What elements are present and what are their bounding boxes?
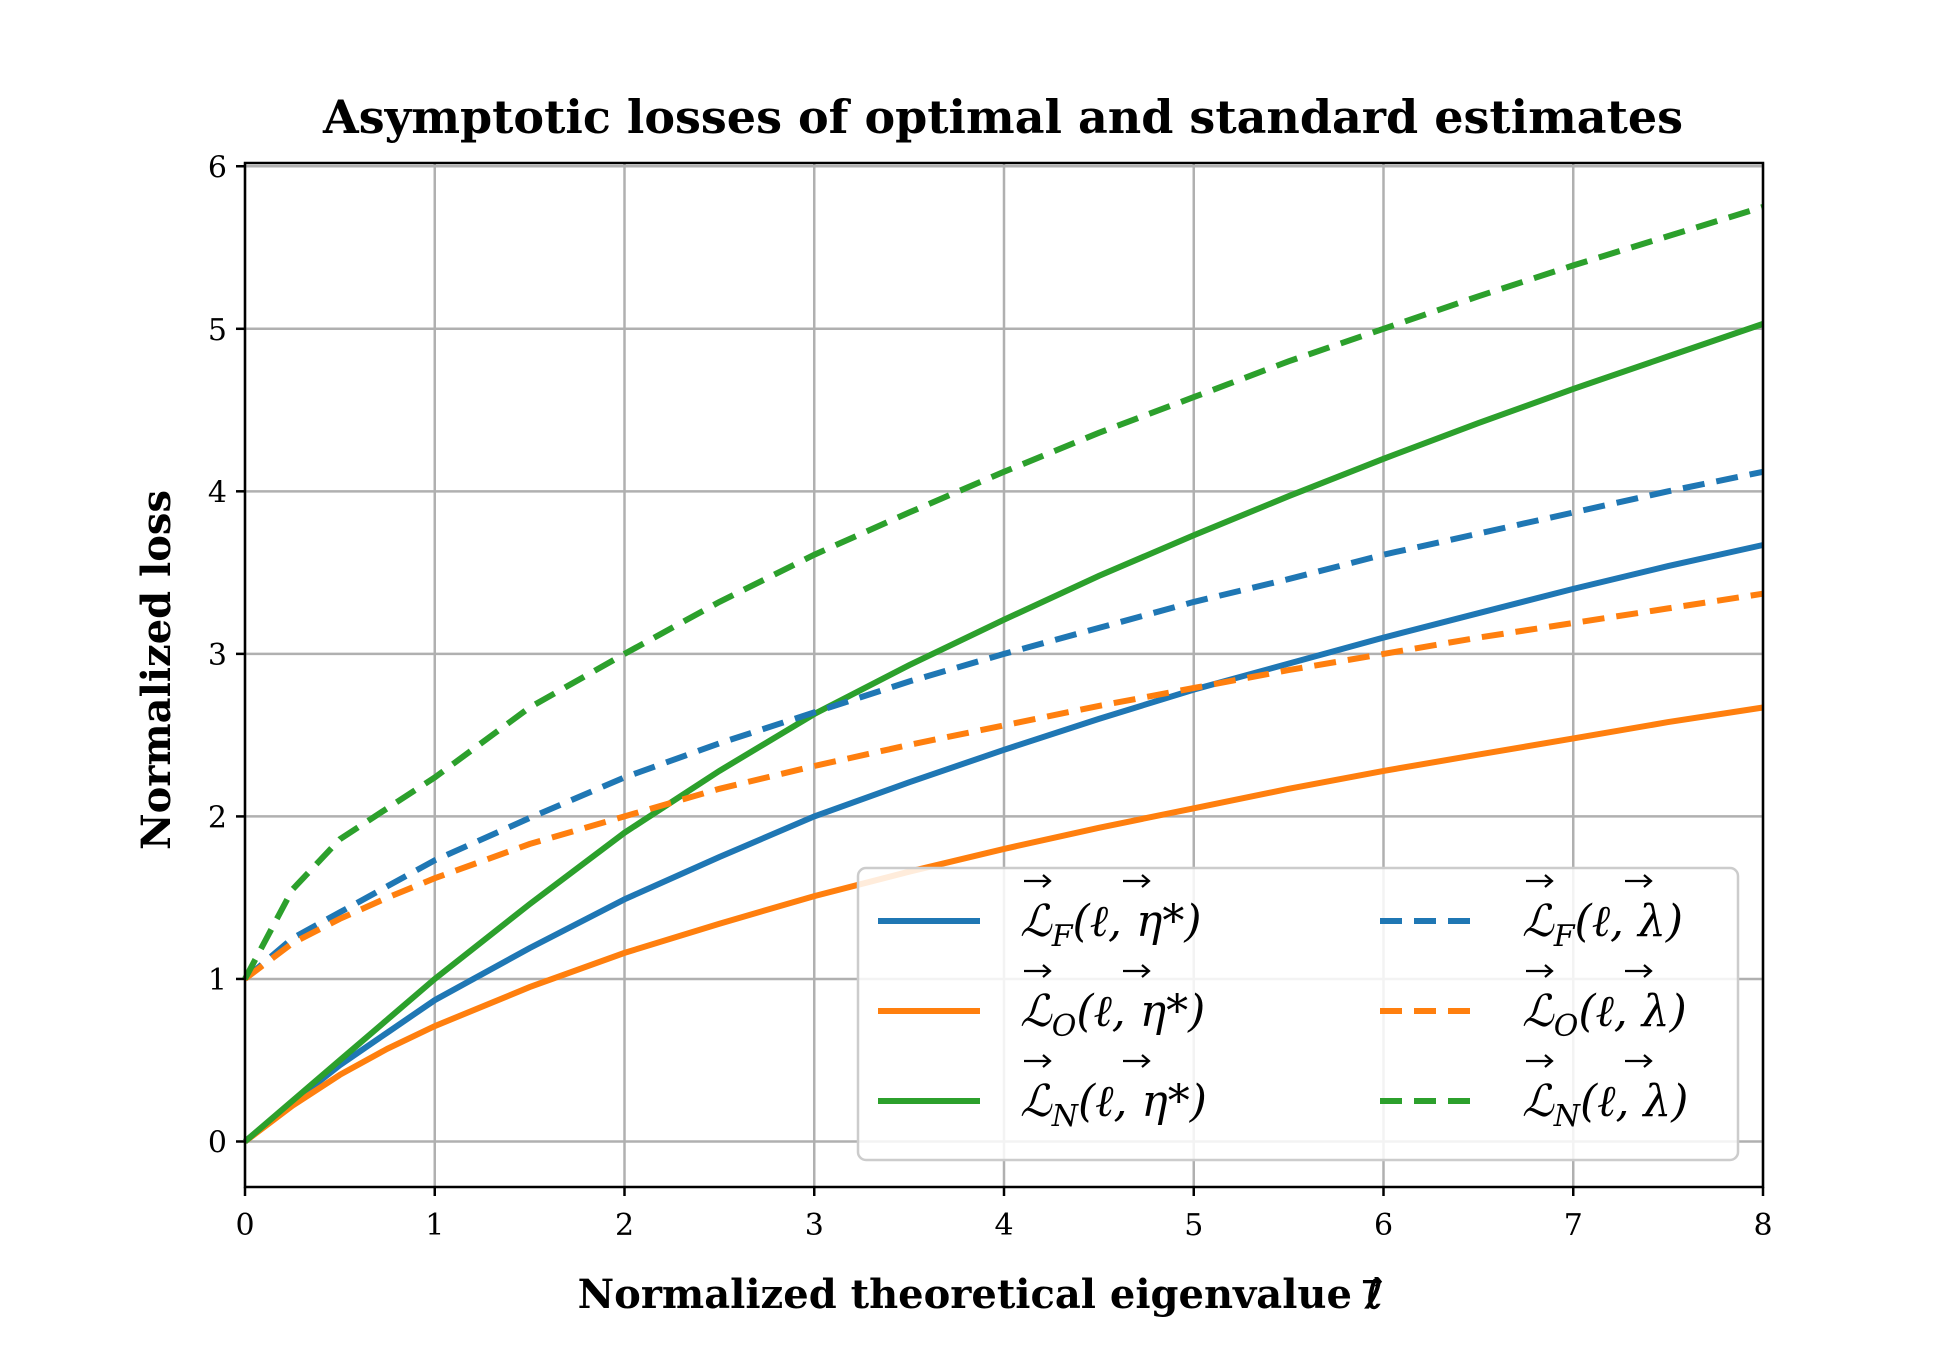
- series-line-3: [243, 321, 1764, 1144]
- legend-vector-arrow: [1625, 964, 1653, 978]
- y-tick-label: 5: [208, 313, 227, 348]
- legend-label-4: ℒF(ℓ, λ): [1522, 896, 1683, 954]
- x-tick-label: 0: [235, 1208, 254, 1243]
- legend-vector-arrow: [1625, 1054, 1653, 1068]
- x-tick-label: 1: [425, 1208, 444, 1243]
- legend-label-3: ℒN(ℓ, η*): [1020, 1076, 1207, 1134]
- y-tick-label: 6: [208, 150, 227, 185]
- legend-vector-arrow: [1024, 874, 1052, 888]
- legend-label-5: ℒO(ℓ, λ): [1522, 986, 1687, 1044]
- legend-label-2: ℒO(ℓ, η*): [1020, 986, 1205, 1044]
- legend-vector-arrow: [1123, 1054, 1151, 1068]
- legend-vector-arrow: [1625, 874, 1653, 888]
- series-line-1: [243, 542, 1764, 1144]
- y-axis-label: Normalized loss: [133, 490, 180, 850]
- legend-label-1: ℒF(ℓ, η*): [1020, 896, 1202, 954]
- legend-label-6: ℒN(ℓ, λ): [1522, 1076, 1688, 1134]
- y-tick-label: 0: [208, 1125, 227, 1160]
- x-tick-label: 4: [994, 1208, 1013, 1243]
- chart-title: Asymptotic losses of optimal and standar…: [322, 90, 1683, 144]
- series-line-6: [242, 204, 1764, 981]
- legend-frame: [856, 866, 1740, 1162]
- x-tick-label: 2: [615, 1208, 634, 1243]
- legend-vector-arrow: [1526, 964, 1554, 978]
- legend-vector-arrow: [1024, 1054, 1052, 1068]
- y-tick-label: 2: [208, 800, 227, 835]
- y-tick-label: 1: [208, 963, 227, 998]
- x-tick-label: 5: [1184, 1208, 1203, 1243]
- y-tick-label: 3: [208, 638, 227, 673]
- x-tick-label: 7: [1564, 1208, 1583, 1243]
- legend: ℒF(ℓ, η*) ℒO(ℓ, η*) ℒN(ℓ, η*) ℒF(ℓ, λ) ℒO(ℓ,…: [856, 866, 1740, 1162]
- x-tick-label: 6: [1374, 1208, 1393, 1243]
- legend-vector-arrow: [1526, 874, 1554, 888]
- x-axis-label: Normalized theoretical eigenvalue ℓ⃗: [578, 1271, 1383, 1318]
- legend-vector-arrow: [1526, 1054, 1554, 1068]
- y-tick-label: 4: [208, 475, 227, 510]
- axes: 0 1 2 3 4 5 6 7 8 0 1 2 3 4 5 6: [208, 150, 1773, 1243]
- legend-vector-arrow: [1123, 874, 1151, 888]
- series-line-4: [243, 468, 1764, 982]
- legend-vector-arrow: [1024, 964, 1052, 978]
- x-tick-label: 8: [1753, 1208, 1772, 1243]
- x-tick-label: 3: [805, 1208, 824, 1243]
- legend-vector-arrow: [1123, 964, 1151, 978]
